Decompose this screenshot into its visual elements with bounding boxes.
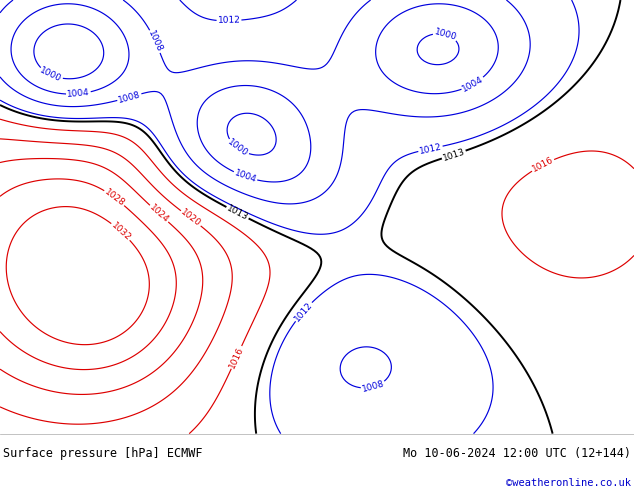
Text: 1032: 1032	[109, 220, 133, 243]
Text: 1008: 1008	[361, 379, 385, 394]
Text: 1016: 1016	[228, 345, 245, 370]
Text: 1016: 1016	[531, 155, 555, 174]
Text: 1012: 1012	[217, 16, 240, 25]
Text: 1024: 1024	[148, 203, 171, 224]
Text: 1012: 1012	[292, 300, 314, 323]
Text: 1028: 1028	[103, 187, 126, 208]
Text: 1004: 1004	[461, 74, 485, 94]
Text: ©weatheronline.co.uk: ©weatheronline.co.uk	[506, 478, 631, 488]
Text: 1020: 1020	[179, 208, 203, 229]
Text: 1000: 1000	[39, 66, 63, 84]
Text: 1008: 1008	[117, 90, 141, 104]
Text: 1004: 1004	[67, 88, 90, 99]
Text: 1000: 1000	[433, 27, 458, 42]
Text: 1004: 1004	[233, 169, 257, 185]
Text: 1008: 1008	[146, 29, 164, 54]
Text: Mo 10-06-2024 12:00 UTC (12+144): Mo 10-06-2024 12:00 UTC (12+144)	[403, 447, 631, 460]
Text: 1012: 1012	[418, 142, 443, 155]
Text: 1013: 1013	[441, 147, 466, 163]
Text: 1000: 1000	[226, 138, 250, 159]
Text: Surface pressure [hPa] ECMWF: Surface pressure [hPa] ECMWF	[3, 447, 203, 460]
Text: 1013: 1013	[225, 203, 250, 222]
